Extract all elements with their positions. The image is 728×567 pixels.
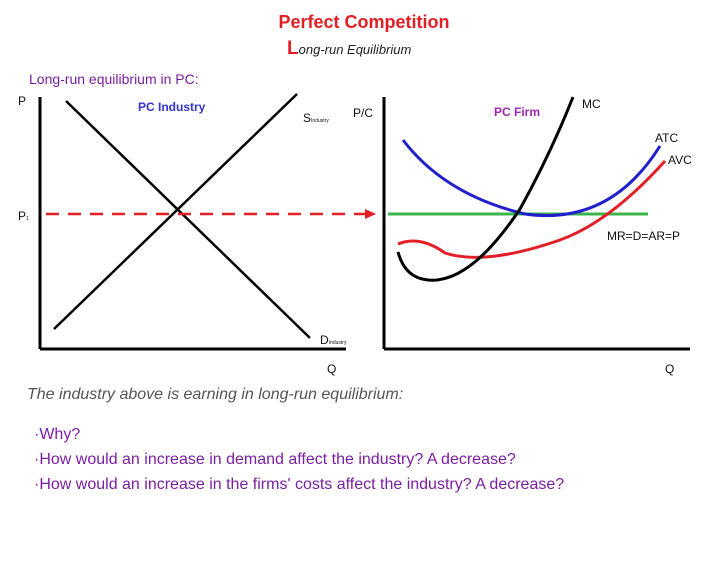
firm-mc-curve [396,96,575,282]
industry-x-axis-label: Q [327,362,337,376]
firm-mr-label: MR=D=AR=P [607,229,681,243]
firm-title: PC Firm [494,105,541,119]
supply-sub: Industry [311,118,329,124]
subtitle-initial: L [287,38,299,59]
firm-x-axis-label: Q [665,362,675,376]
industry-supply-curve [53,93,298,330]
question-item: ·Why? [34,426,81,443]
question-item: ·How would an increase in the firms' cos… [34,476,565,493]
question-intro: The industry above is earning in long-ru… [27,386,404,403]
firm-atc-label: ATC [655,131,679,145]
price-arrow-icon [365,209,376,219]
firm-mc-label: MC [582,97,601,111]
industry-supply-label: SIndustry [303,111,329,125]
intro-text: Long-run equilibrium in PC: [29,71,199,87]
industry-demand-curve [65,100,311,339]
price-sub: 1 [26,216,29,222]
question-item: ·How would an increase in demand affect … [34,451,516,468]
page-subtitle: Long-run Equilibrium [287,38,411,60]
industry-title: PC Industry [138,100,206,114]
firm-avc-curve [397,159,667,259]
firm-avc-label: AVC [668,153,692,167]
industry-price-label: P1 [18,209,29,223]
industry-demand-label: DIndustry [320,333,346,347]
demand-main: D [320,333,329,347]
page-title: Perfect Competition [278,12,450,32]
industry-y-axis-label: P [18,94,27,108]
subtitle-text: ong-run Equilibrium [298,42,412,57]
supply-main: S [303,111,312,125]
firm-y-axis-label: P/C [353,106,374,120]
price-main: P [18,209,27,223]
demand-sub: Industry [328,340,347,346]
firm-atc-curve [401,139,662,218]
